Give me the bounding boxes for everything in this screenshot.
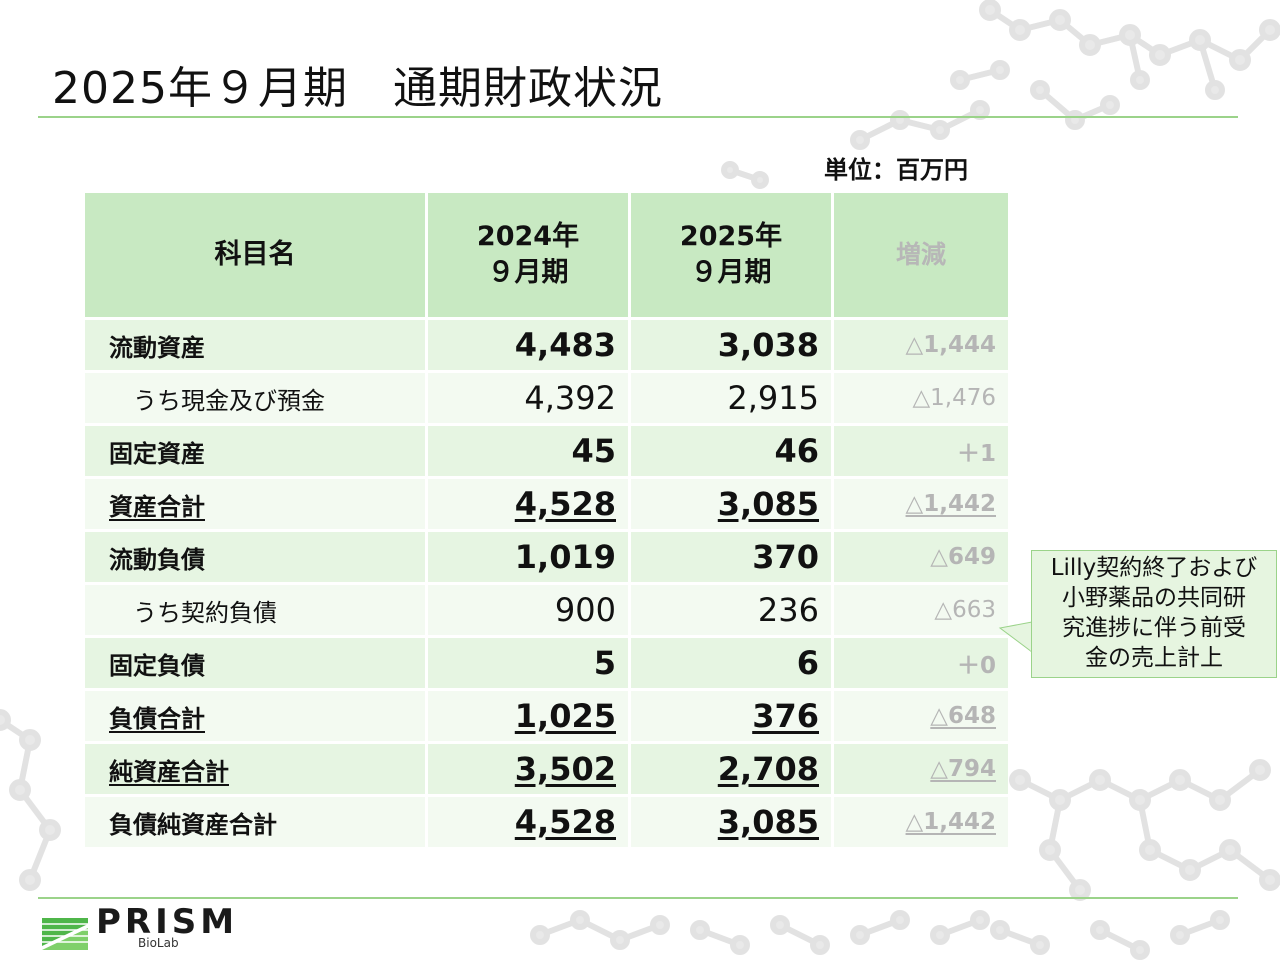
row-change: △794	[834, 744, 1008, 794]
row-fy2025: 2,708	[631, 744, 831, 794]
header-fy2025-year: 2025年	[679, 221, 783, 252]
row-fy2025-value: 2,708	[717, 750, 819, 788]
row-change-value: △1,442	[905, 491, 996, 517]
row-label-text: 純資産合計	[109, 757, 229, 786]
row-label: 固定負債	[85, 638, 425, 688]
row-fy2025-value: 3,085	[717, 485, 819, 523]
row-fy2025: 3,038	[631, 320, 831, 370]
table-row: 固定資産 45 46 ＋1	[85, 426, 1008, 476]
row-fy2024-value: 1,025	[514, 697, 616, 735]
row-label: 純資産合計	[85, 744, 425, 794]
row-change: △649	[834, 532, 1008, 582]
row-label-text: 資産合計	[109, 492, 205, 521]
row-fy2024: 1,019	[428, 532, 628, 582]
row-label: 流動負債	[85, 532, 425, 582]
balance-sheet-table: 科目名 2024年 ９月期 2025年 ９月期 増減 流動資産 4,483 3,…	[82, 190, 1011, 850]
row-fy2024-value: 3,502	[514, 750, 616, 788]
row-label: うち契約負債	[85, 585, 425, 635]
table-row: 負債合計 1,025 376 △648	[85, 691, 1008, 741]
callout-line: 究進捗に伴う前受	[1062, 615, 1246, 641]
logo-wordmark: PRISM	[96, 902, 239, 942]
callout-line: 金の売上計上	[1085, 645, 1223, 671]
table-row: 流動資産 4,483 3,038 △1,444	[85, 320, 1008, 370]
row-label-text: 負債合計	[109, 704, 205, 733]
row-change: ＋0	[834, 638, 1008, 688]
row-fy2025: 3,085	[631, 797, 831, 847]
row-fy2025: 6	[631, 638, 831, 688]
row-fy2024: 5	[428, 638, 628, 688]
row-fy2025: 3,085	[631, 479, 831, 529]
callout-line: Lilly契約終了および	[1050, 555, 1258, 581]
row-fy2025-value: 3,085	[717, 803, 819, 841]
header-fy2024: 2024年 ９月期	[428, 193, 628, 317]
row-fy2024: 45	[428, 426, 628, 476]
unit-label: 単位：百万円	[824, 156, 968, 184]
table-row: 流動負債 1,019 370 △649	[85, 532, 1008, 582]
row-fy2024-value: 4,528	[514, 485, 616, 523]
row-fy2024: 4,392	[428, 373, 628, 423]
row-label: 流動資産	[85, 320, 425, 370]
header-fy2025: 2025年 ９月期	[631, 193, 831, 317]
header-fy2024-year: 2024年	[476, 221, 580, 252]
row-fy2024: 4,528	[428, 797, 628, 847]
prism-logo-icon	[42, 918, 88, 950]
logo-subtext: BioLab	[138, 936, 179, 950]
callout-note: Lilly契約終了および 小野薬品の共同研 究進捗に伴う前受 金の売上計上	[1031, 550, 1277, 678]
row-label: 固定資産	[85, 426, 425, 476]
title-divider	[38, 116, 1238, 118]
row-label: 負債純資産合計	[85, 797, 425, 847]
row-change: △1,442	[834, 797, 1008, 847]
row-fy2024: 3,502	[428, 744, 628, 794]
row-change: ＋1	[834, 426, 1008, 476]
row-change: △663	[834, 585, 1008, 635]
callout-line: 小野薬品の共同研	[1062, 585, 1246, 611]
table-header-row: 科目名 2024年 ９月期 2025年 ９月期 増減	[85, 193, 1008, 317]
row-change-value: △794	[930, 756, 996, 782]
row-fy2025-value: 376	[752, 697, 819, 735]
row-fy2025: 2,915	[631, 373, 831, 423]
row-fy2024-value: 4,528	[514, 803, 616, 841]
row-label: 負債合計	[85, 691, 425, 741]
header-change: 増減	[834, 193, 1008, 317]
row-fy2025: 376	[631, 691, 831, 741]
header-fy2025-period: ９月期	[690, 257, 772, 288]
table-row: 固定負債 5 6 ＋0	[85, 638, 1008, 688]
row-change: △1,476	[834, 373, 1008, 423]
row-fy2024: 4,483	[428, 320, 628, 370]
row-fy2025: 236	[631, 585, 831, 635]
row-change-value: △1,442	[905, 809, 996, 835]
row-label: うち現金及び預金	[85, 373, 425, 423]
row-change: △1,442	[834, 479, 1008, 529]
row-fy2024: 1,025	[428, 691, 628, 741]
row-change: △648	[834, 691, 1008, 741]
header-fy2024-period: ９月期	[487, 257, 569, 288]
row-change: △1,444	[834, 320, 1008, 370]
page-title: 2025年９月期 通期財政状況	[52, 63, 663, 114]
row-fy2025: 370	[631, 532, 831, 582]
row-change-value: △648	[930, 703, 996, 729]
table-row: 資産合計 4,528 3,085 △1,442	[85, 479, 1008, 529]
footer-divider	[38, 897, 1238, 899]
row-fy2024: 900	[428, 585, 628, 635]
row-fy2024: 4,528	[428, 479, 628, 529]
table-row: 負債純資産合計 4,528 3,085 △1,442	[85, 797, 1008, 847]
table-row: うち契約負債 900 236 △663	[85, 585, 1008, 635]
header-item-name: 科目名	[85, 193, 425, 317]
table-row: 純資産合計 3,502 2,708 △794	[85, 744, 1008, 794]
table-row: うち現金及び預金 4,392 2,915 △1,476	[85, 373, 1008, 423]
row-label: 資産合計	[85, 479, 425, 529]
row-fy2025: 46	[631, 426, 831, 476]
